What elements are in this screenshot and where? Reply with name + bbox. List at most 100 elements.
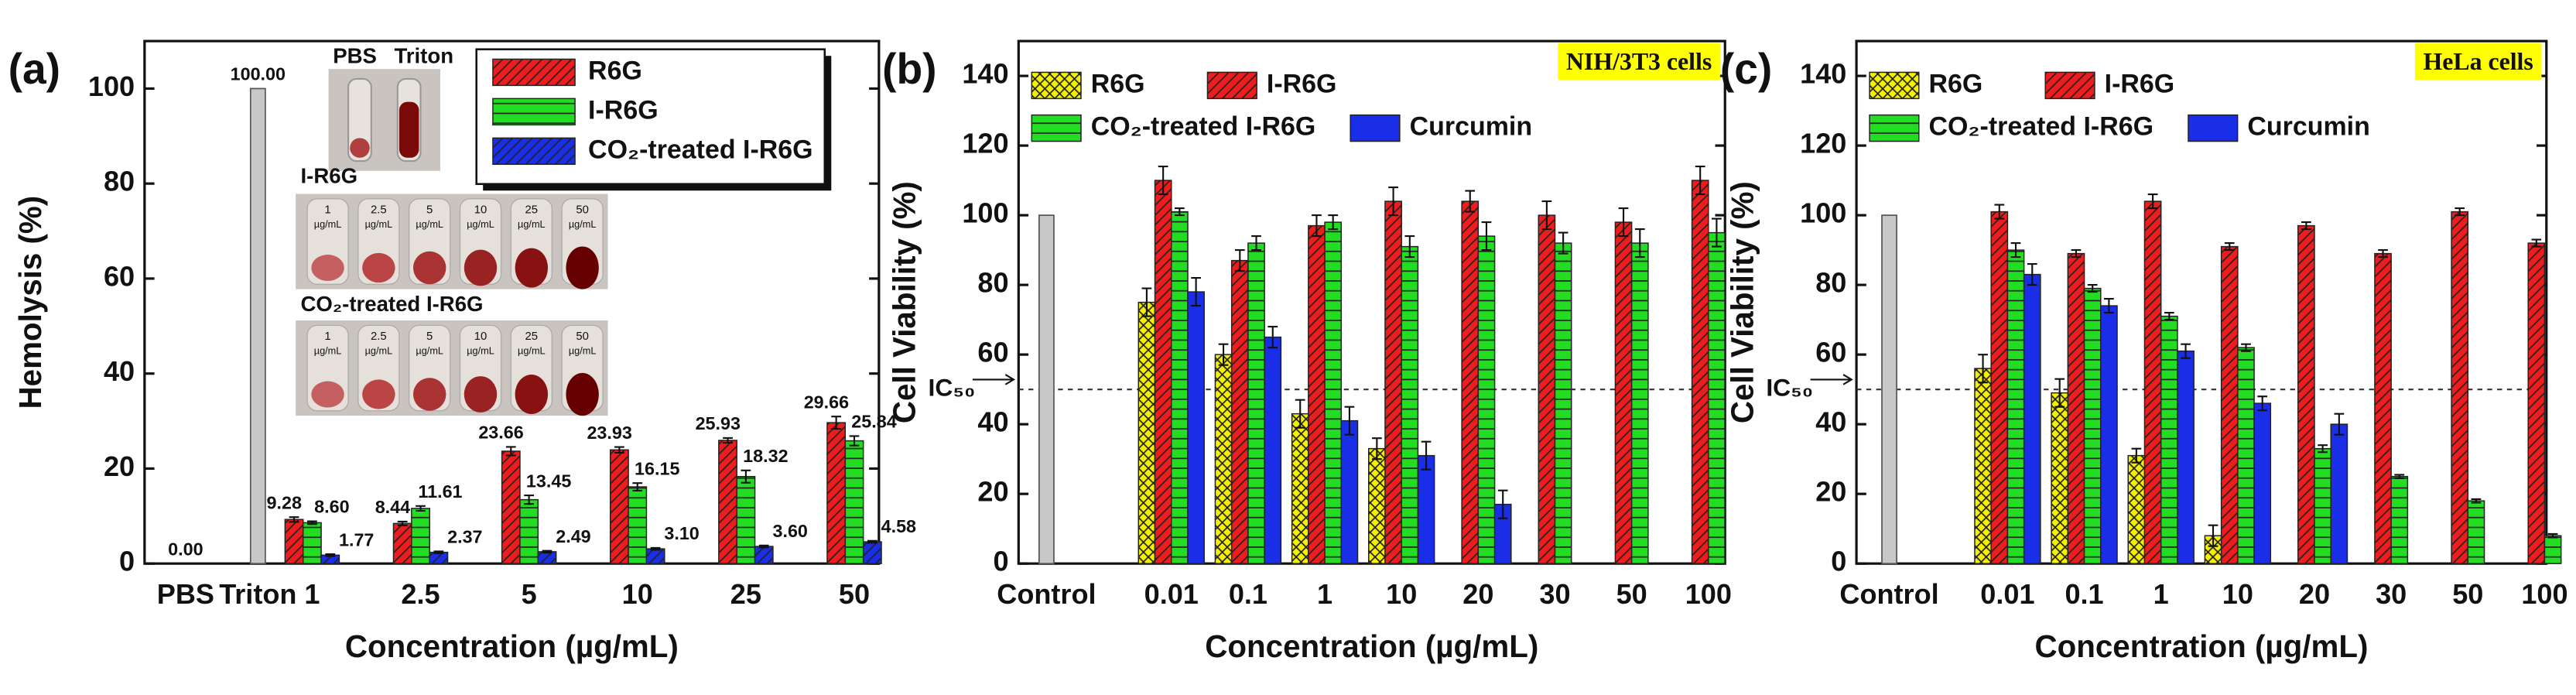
- tube-label: 1: [324, 330, 330, 343]
- bar: [826, 422, 847, 564]
- error-bar: [524, 495, 535, 505]
- error-bar: [307, 520, 317, 526]
- badge-text: HeLa cells: [2423, 48, 2533, 75]
- error-bar: [1251, 235, 1261, 252]
- error-bar: [1634, 228, 1645, 258]
- legend-swatch: [1869, 71, 1920, 100]
- tube-label: 5: [426, 204, 433, 217]
- tube-liquid: [311, 255, 344, 282]
- bar: [2160, 315, 2178, 564]
- x-tick-label: 10: [2222, 578, 2253, 610]
- inset-label: I-R6G: [301, 164, 358, 188]
- error-bar: [325, 553, 336, 557]
- legend-swatch: [1031, 114, 1082, 142]
- y-tick-label: 120: [1800, 128, 1846, 159]
- y-tick-label: 140: [962, 58, 1008, 90]
- error-bar: [1218, 343, 1229, 366]
- tube-label: 50: [576, 330, 589, 343]
- bar: [2127, 454, 2146, 564]
- y-tick-label: 100: [88, 70, 135, 102]
- value-label: 16.15: [635, 458, 679, 478]
- error-bar: [2131, 447, 2142, 464]
- error-bar: [2471, 498, 2482, 504]
- tube-unit: µg/mL: [416, 218, 443, 230]
- bar: [718, 440, 737, 564]
- legend-label: CO₂-treated I-R6G: [1091, 112, 1316, 142]
- legend-label: Curcumin: [2247, 112, 2369, 142]
- bar: [1137, 301, 1156, 564]
- error-bar: [650, 546, 661, 551]
- error-bar: [505, 446, 516, 457]
- error-bar: [1618, 207, 1629, 238]
- value-label: 3.10: [664, 523, 699, 543]
- legend-label: R6G: [588, 56, 642, 85]
- tube-liquid: [350, 138, 370, 158]
- tube-liquid: [566, 246, 599, 289]
- error-bar: [867, 539, 877, 544]
- y-tick-label: 80: [1815, 267, 1846, 299]
- error-bar: [416, 505, 426, 512]
- legend-swatch: [1031, 71, 1082, 100]
- bar: [1614, 221, 1633, 564]
- tube-unit: µg/mL: [467, 218, 494, 230]
- x-tick-label: 20: [2299, 578, 2330, 610]
- bar: [2253, 402, 2272, 564]
- x-tick-label: 10: [1386, 578, 1417, 610]
- error-bar: [849, 435, 860, 447]
- x-tick-label: 50: [2452, 578, 2483, 610]
- bar: [1461, 200, 1480, 564]
- error-bar: [1695, 166, 1705, 196]
- value-label: 25.93: [696, 413, 741, 433]
- error-bar: [1558, 231, 1569, 255]
- value-label: 2.49: [556, 526, 590, 546]
- tube-unit: µg/mL: [569, 345, 597, 357]
- tube-liquid: [464, 249, 498, 286]
- error-bar: [614, 446, 624, 454]
- error-bar: [2208, 524, 2219, 547]
- x-tick-label: 5: [522, 578, 537, 610]
- legend-swatch: [1350, 114, 1401, 142]
- bar: [1538, 214, 1556, 564]
- x-tick-label: Control: [1839, 578, 1938, 610]
- panel-label: (a): [9, 45, 60, 93]
- legend-label: Curcumin: [1410, 112, 1532, 142]
- error-bar: [1234, 249, 1245, 272]
- error-bar: [632, 482, 643, 492]
- tube-liquid: [362, 379, 395, 409]
- x-tick-label: 10: [622, 578, 653, 610]
- x-tick-label: 1: [1317, 578, 1332, 610]
- error-bar: [2334, 413, 2345, 436]
- value-label: 11.61: [418, 481, 462, 502]
- panel-label: (c): [1720, 45, 1772, 93]
- tube-label: 2.5: [371, 330, 387, 343]
- legend-label: CO₂-treated I-R6G: [1929, 112, 2154, 142]
- x-tick-label: 30: [1539, 578, 1570, 610]
- y-tick-label: 40: [1815, 406, 1846, 438]
- error-bar: [1388, 187, 1398, 217]
- y-tick-label: 0: [993, 546, 1008, 577]
- tube-label: 5: [426, 330, 433, 343]
- bar: [754, 546, 774, 564]
- error-bar: [1421, 440, 1432, 471]
- inset-label: PBS: [333, 44, 377, 68]
- y-tick-label: 20: [104, 450, 135, 482]
- error-bar: [1541, 200, 1552, 231]
- bar: [2374, 252, 2392, 564]
- inset-label: CO₂-treated I-R6G: [301, 292, 484, 316]
- x-tick-label: PBS: [157, 578, 214, 610]
- reference-arrow: [972, 374, 1016, 385]
- bar: [862, 541, 882, 564]
- x-axis-title: Concentration (µg/mL): [2034, 628, 2368, 664]
- bar: [2237, 347, 2255, 564]
- value-label: 29.66: [804, 392, 849, 412]
- tube-unit: µg/mL: [365, 345, 393, 357]
- x-tick-label: 100: [2521, 578, 2567, 610]
- badge-box: [2414, 43, 2542, 80]
- error-bar: [2164, 312, 2174, 321]
- bar: [1154, 180, 1172, 564]
- bar: [2051, 392, 2069, 564]
- error-bar: [2181, 343, 2191, 359]
- y-tick-label: 100: [962, 197, 1008, 229]
- bar: [2544, 535, 2562, 564]
- error-bar: [1712, 217, 1722, 248]
